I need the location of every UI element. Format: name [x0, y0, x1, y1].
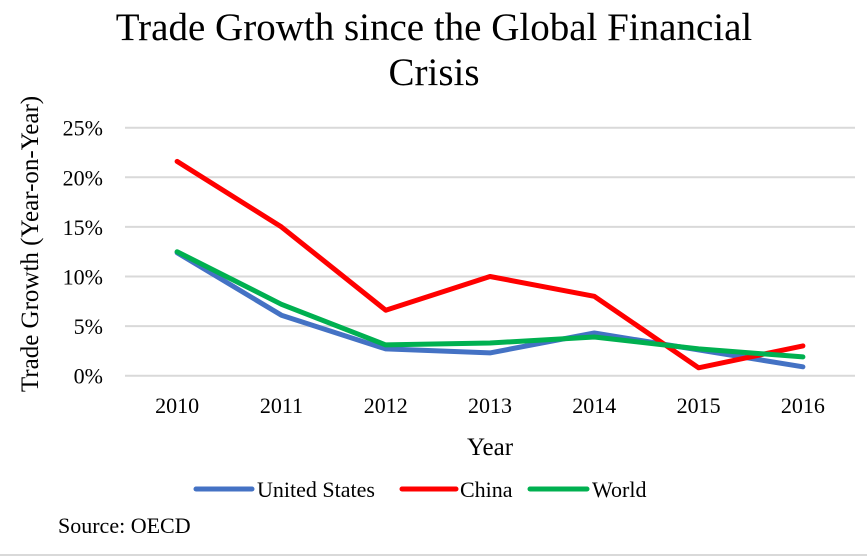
x-tick-labels: 2010 2011 2012 2013 2014 2015 2016 — [155, 393, 825, 418]
x-axis-title: Year — [467, 434, 514, 461]
legend-label: China — [460, 477, 513, 502]
y-tick-labels: 0% 5% 10% 15% 20% 25% — [63, 116, 103, 389]
y-tick-label: 10% — [63, 265, 103, 290]
series-lines — [174, 158, 806, 371]
series-line-world — [174, 249, 806, 360]
y-tick-label: 0% — [74, 364, 103, 389]
y-tick-label: 5% — [74, 314, 103, 339]
x-tick-label: 2010 — [155, 393, 199, 418]
x-tick-label: 2014 — [572, 393, 616, 418]
x-tick-label: 2015 — [677, 393, 721, 418]
gridlines — [125, 126, 855, 377]
y-tick-label: 20% — [63, 165, 103, 190]
legend: United States China World — [193, 477, 646, 502]
y-axis-title: Trade Growth (Year-on-Year) — [17, 96, 44, 392]
x-tick-label: 2012 — [364, 393, 408, 418]
legend-item-china: China — [399, 477, 513, 502]
x-tick-label: 2011 — [260, 393, 303, 418]
y-tick-label: 15% — [63, 215, 103, 240]
x-tick-label: 2013 — [468, 393, 512, 418]
y-tick-label: 25% — [63, 116, 103, 141]
legend-item-united-states: United States — [193, 477, 375, 502]
legend-item-world: World — [527, 477, 646, 502]
x-tick-label: 2016 — [781, 393, 825, 418]
source-note: Source: OECD — [58, 513, 191, 538]
chart-title-line-2: Crisis — [388, 51, 479, 94]
chart-title-line-1: Trade Growth since the Global Financial — [116, 6, 753, 49]
legend-label: World — [592, 477, 646, 502]
series-line-china — [174, 158, 806, 371]
legend-label: United States — [257, 477, 375, 502]
